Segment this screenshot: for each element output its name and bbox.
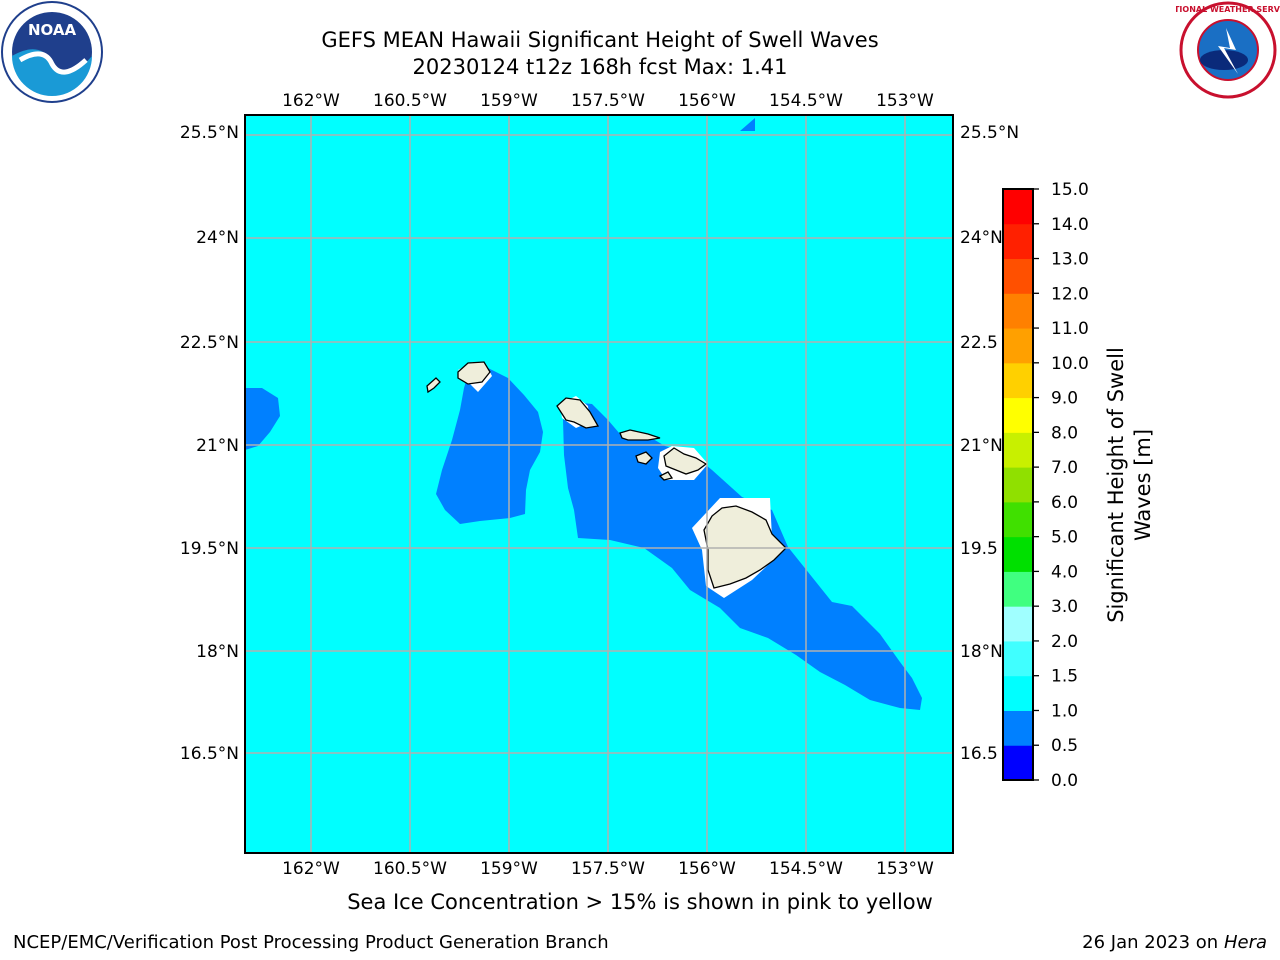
- noaa-logo: NOAA: [1, 1, 103, 103]
- lat-tick-right: 18°N: [960, 642, 1003, 662]
- colorbar-label-line2: Waves [m]: [1131, 429, 1155, 541]
- lat-tick-left: 25.5°N: [180, 123, 239, 143]
- colorbar-frame: [1002, 188, 1034, 781]
- lon-tick-top: 160.5°W: [373, 91, 447, 111]
- colorbar-tick-label: 11.0: [1051, 319, 1089, 339]
- colorbar-swatch: [1003, 432, 1033, 468]
- lon-ticks-bottom: 162°W 160.5°W 159°W 157.5°W 156°W 154.5°…: [282, 859, 934, 879]
- colorbar-tick-label: 0.5: [1051, 736, 1078, 756]
- colorbar-tick-label: 15.0: [1051, 180, 1089, 200]
- lon-tick-bottom: 154.5°W: [769, 859, 843, 879]
- lat-tick-right: 19.5: [960, 539, 998, 559]
- lon-tick-bottom: 160.5°W: [373, 859, 447, 879]
- lon-tick-bottom: 157.5°W: [571, 859, 645, 879]
- lat-ticks-right: 25.5°N 24°N 22.5 21°N 19.5 18°N 16.5: [960, 123, 1019, 764]
- noaa-logo-text: NOAA: [28, 21, 77, 39]
- colorbar-tick-label: 5.0: [1051, 528, 1078, 548]
- colorbar-tick-label: 12.0: [1051, 284, 1089, 304]
- lat-tick-left: 22.5°N: [180, 333, 239, 353]
- colorbar-tick-label: 10.0: [1051, 354, 1089, 374]
- colorbar-tick-label: 4.0: [1051, 562, 1078, 582]
- colorbar-swatch: [1003, 675, 1033, 711]
- lat-tick-right: 16.5: [960, 744, 998, 764]
- lat-tick-left: 18°N: [196, 642, 239, 662]
- colorbar-swatch: [1003, 745, 1033, 781]
- footer-host: Hera: [1223, 932, 1267, 953]
- lon-tick-top: 159°W: [480, 91, 538, 111]
- lon-tick-top: 162°W: [282, 91, 340, 111]
- lat-tick-left: 16.5°N: [180, 744, 239, 764]
- colorbar-swatch: [1003, 293, 1033, 329]
- colorbar-tick-label: 1.0: [1051, 701, 1078, 721]
- sea-ice-note: Sea Ice Concentration > 15% is shown in …: [347, 890, 933, 914]
- lon-tick-top: 157.5°W: [571, 91, 645, 111]
- lon-ticks-top: 162°W 160.5°W 159°W 157.5°W 156°W 154.5°…: [282, 91, 934, 111]
- colorbar-tick-label: 2.0: [1051, 632, 1078, 652]
- colorbar-tick-label: 14.0: [1051, 215, 1089, 235]
- colorbar-tick-label: 8.0: [1051, 423, 1078, 443]
- chart-title: GEFS MEAN Hawaii Significant Height of S…: [321, 28, 879, 52]
- colorbar-swatch: [1003, 223, 1033, 260]
- colorbar-swatch: [1003, 189, 1033, 225]
- colorbar-tick-label: 1.5: [1051, 667, 1078, 687]
- colorbar-swatch: [1003, 710, 1033, 746]
- lat-tick-left: 21°N: [196, 436, 239, 456]
- colorbar-swatch: [1003, 258, 1033, 294]
- colorbar: [1003, 189, 1033, 781]
- lon-tick-bottom: 153°W: [876, 859, 934, 879]
- colorbar-swatch: [1003, 640, 1033, 677]
- gridlines: [245, 115, 953, 853]
- colorbar-swatch: [1003, 536, 1033, 572]
- lon-tick-bottom: 159°W: [480, 859, 538, 879]
- colorbar-tick-label: 9.0: [1051, 389, 1078, 409]
- colorbar-tick-label: 0.0: [1051, 771, 1078, 791]
- nws-logo-text: NATIONAL WEATHER SERVICE: [1176, 5, 1280, 14]
- colorbar-swatch: [1003, 362, 1033, 399]
- footer-date: 26 Jan 2023 on Hera: [1082, 932, 1267, 953]
- colorbar-swatch: [1003, 467, 1033, 503]
- chart-subtitle: 20230124 t12z 168h fcst Max: 1.41: [412, 55, 788, 79]
- lat-tick-left: 24°N: [196, 228, 239, 248]
- colorbar-tick-label: 13.0: [1051, 250, 1089, 270]
- colorbar-ticks: 0.0 0.5 1.0 1.5 2.0 3.0 4.0 5.0 6.0 7.0 8.0 9.0 10.0…: [1033, 180, 1089, 791]
- colorbar-swatch: [1003, 571, 1033, 607]
- footer-date-text: 26 Jan 2023 on: [1082, 932, 1224, 953]
- lat-tick-right: 25.5°N: [960, 123, 1019, 143]
- colorbar-swatch: [1003, 606, 1033, 642]
- lat-tick-left: 19.5°N: [180, 539, 239, 559]
- footer-credit: NCEP/EMC/Verification Post Processing Pr…: [13, 932, 609, 953]
- lon-tick-top: 156°W: [678, 91, 736, 111]
- colorbar-swatch: [1003, 397, 1033, 433]
- colorbar-label-line1: Significant Height of Swell: [1104, 347, 1128, 623]
- lat-ticks-left: 25.5°N 24°N 22.5°N 21°N 19.5°N 18°N 16.5…: [180, 123, 239, 764]
- lon-tick-bottom: 162°W: [282, 859, 340, 879]
- lat-tick-right: 24°N: [960, 228, 1003, 248]
- nws-logo: NATIONAL WEATHER SERVICE: [1176, 1, 1280, 99]
- lat-tick-right: 21°N: [960, 436, 1003, 456]
- colorbar-tick-label: 7.0: [1051, 458, 1078, 478]
- lon-tick-top: 153°W: [876, 91, 934, 111]
- lon-tick-top: 154.5°W: [769, 91, 843, 111]
- colorbar-swatch: [1003, 501, 1033, 538]
- colorbar-tick-label: 3.0: [1051, 597, 1078, 617]
- colorbar-swatch: [1003, 328, 1033, 364]
- lat-tick-right: 22.5: [960, 333, 998, 353]
- map-frame: [244, 114, 954, 854]
- lon-tick-bottom: 156°W: [678, 859, 736, 879]
- colorbar-tick-label: 6.0: [1051, 493, 1078, 513]
